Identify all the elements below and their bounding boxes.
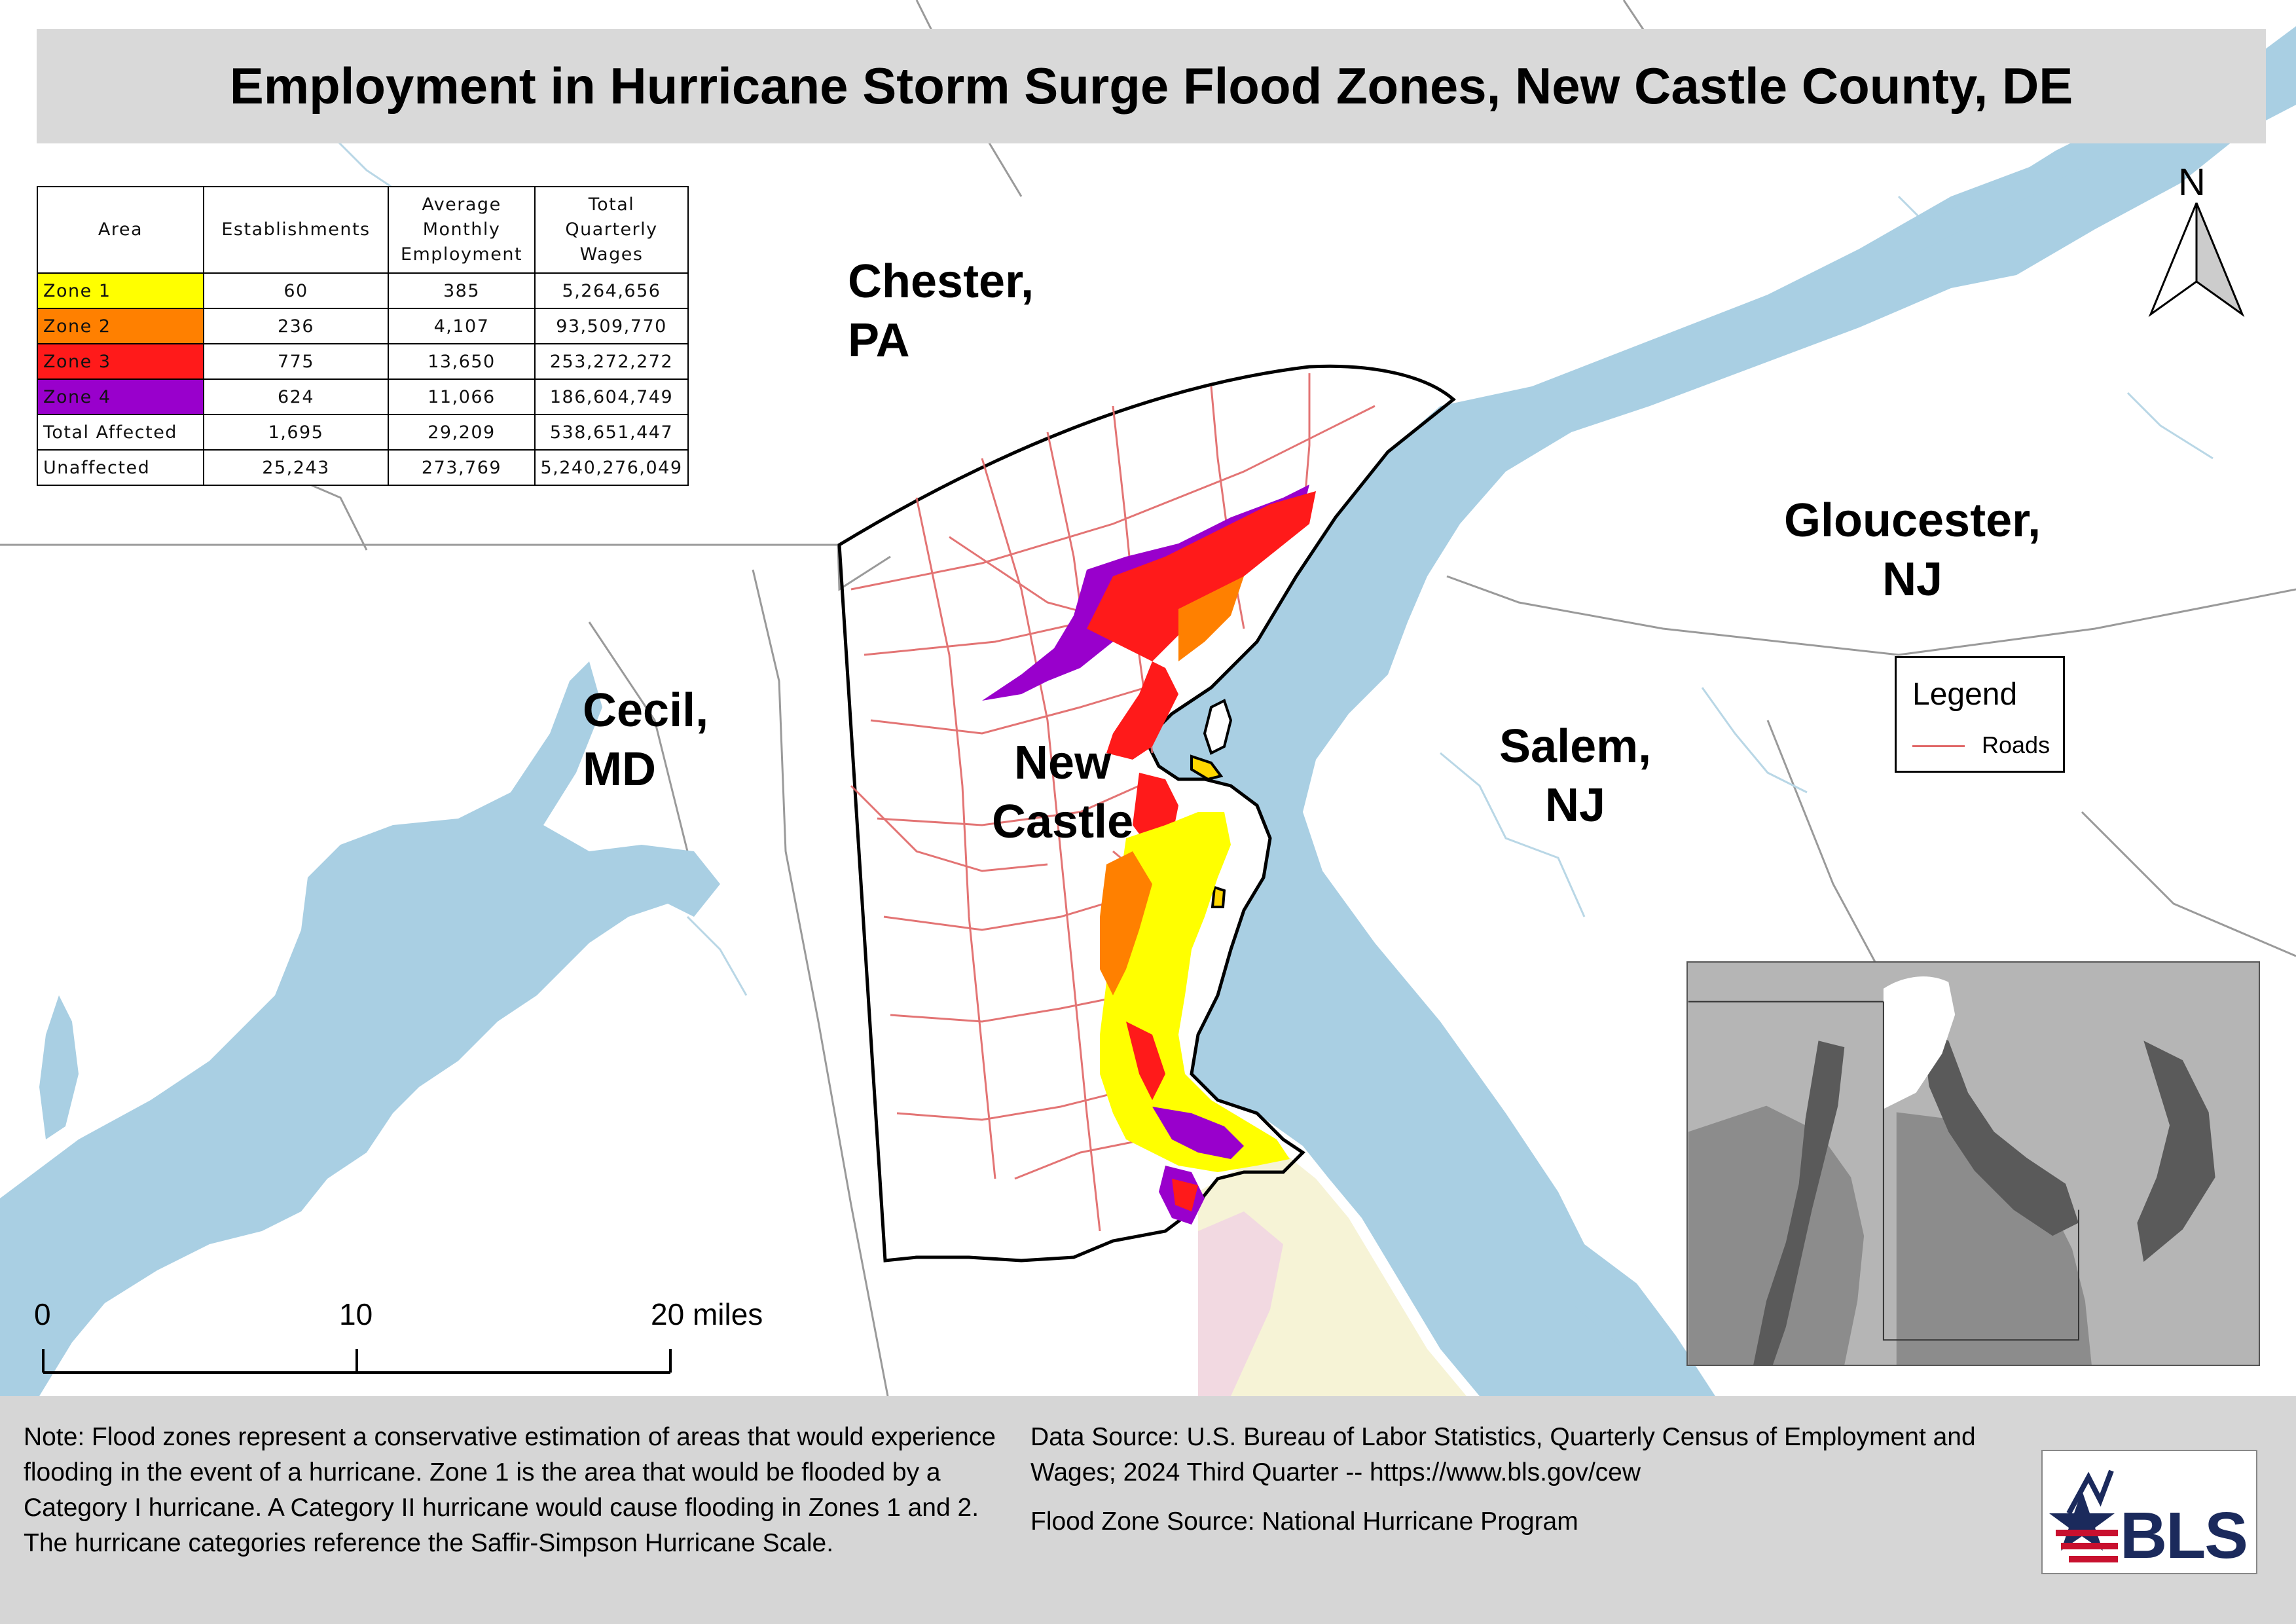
inset-nj-coast	[2137, 1041, 2215, 1263]
north-arrow-label: N	[2178, 161, 2206, 204]
employment-cell: 273,769	[388, 449, 536, 486]
footer-note: Note: Flood zones represent a conservati…	[24, 1423, 996, 1557]
north-arrow-icon	[2148, 202, 2245, 318]
label-cecil-md: Cecil, MD	[583, 684, 709, 796]
river-island-1	[1203, 699, 1233, 755]
employment-table: Area Establishments Average Monthly Empl…	[37, 186, 689, 486]
inset-locator-map	[1686, 961, 2260, 1366]
flood-zone-4-south	[1152, 1107, 1244, 1159]
river-inlet-west	[39, 995, 79, 1139]
header-establishments: Establishments	[203, 186, 389, 274]
wages-cell: 5,264,656	[534, 272, 689, 309]
zone-cell: Zone 4	[37, 378, 204, 415]
legend-roads-label: Roads	[1982, 731, 2050, 758]
title-banner: Employment in Hurricane Storm Surge Floo…	[37, 29, 2266, 143]
table-row: Unaffected 25,243 273,769 5,240,276,049	[37, 449, 689, 486]
map-legend: Legend Roads	[1895, 656, 2065, 773]
establishments-cell: 236	[203, 308, 389, 344]
inset-county-lines	[1688, 1001, 2079, 1341]
establishments-cell: 60	[203, 272, 389, 309]
scale-bar	[42, 1349, 672, 1374]
wages-cell: 5,240,276,049	[534, 449, 689, 486]
flood-zone-3-north	[1087, 491, 1316, 760]
employment-cell: 13,650	[388, 343, 536, 380]
establishments-cell: 624	[203, 378, 389, 415]
legend-roads-swatch	[1912, 745, 1965, 747]
label-gloucester-nj: Gloucester, NJ	[1784, 494, 2041, 606]
river-island-2	[1190, 754, 1224, 781]
flood-zones	[982, 485, 1316, 1225]
zone-cell: Zone 2	[37, 308, 204, 344]
inset-delmarva	[1896, 1112, 2092, 1365]
label-new-castle: New Castle	[992, 737, 1134, 848]
bls-logo: BLS	[2041, 1450, 2257, 1574]
flood-zone-3-tip	[1172, 1179, 1198, 1211]
establishments-cell: 25,243	[203, 449, 389, 486]
new-castle-county-boundary	[837, 364, 1456, 1263]
river-island-3	[1211, 885, 1226, 908]
table-row: Total Affected 1,695 29,209 538,651,447	[37, 414, 689, 451]
flood-zone-2-north	[1178, 576, 1244, 661]
wages-cell: 538,651,447	[534, 414, 689, 451]
zone-cell: Zone 3	[37, 343, 204, 380]
table-row: Zone 2 236 4,107 93,509,770	[37, 308, 689, 344]
logo-star-icon	[2049, 1490, 2115, 1551]
footer-flood-source: Flood Zone Source: National Hurricane Pr…	[1030, 1507, 1578, 1536]
table-row: Zone 3 775 13,650 253,272,272	[37, 343, 689, 380]
chesapeake-bay	[0, 661, 720, 1396]
table-header-row: Area Establishments Average Monthly Empl…	[37, 186, 689, 274]
river-north	[1853, 79, 2160, 262]
river-inlet-md	[1519, 1238, 1715, 1396]
header-area: Area	[37, 186, 204, 274]
logo-text: BLS	[2120, 1499, 2248, 1572]
label-salem-nj: Salem, NJ	[1499, 720, 1652, 832]
employment-cell: 29,209	[388, 414, 536, 451]
employment-cell: 4,107	[388, 308, 536, 344]
header-wages: Total Quarterly Wages	[534, 186, 689, 274]
scale-label-20: 20 miles	[651, 1297, 763, 1331]
delaware-river	[1146, 26, 2296, 1396]
flood-zone-3-south	[1126, 1022, 1165, 1100]
zone-cell: Total Affected	[37, 414, 204, 451]
label-chester-pa: Chester, PA	[848, 255, 1034, 367]
wages-cell: 186,604,749	[534, 378, 689, 415]
kent-county-faint-flood	[1198, 1153, 1467, 1396]
legend-title: Legend	[1912, 677, 2018, 712]
wages-cell: 93,509,770	[534, 308, 689, 344]
table-row: Zone 4 624 11,066 186,604,749	[37, 378, 689, 415]
employment-cell: 385	[388, 272, 536, 309]
scale-label-0: 0	[34, 1297, 51, 1331]
establishments-cell: 1,695	[203, 414, 389, 451]
map-title: Employment in Hurricane Storm Surge Floo…	[229, 57, 2073, 115]
establishments-cell: 775	[203, 343, 389, 380]
inset-new-castle-highlight	[1883, 976, 1956, 1109]
table-row: Zone 1 60 385 5,264,656	[37, 272, 689, 309]
wages-cell: 253,272,272	[534, 343, 689, 380]
kent-county-faint-flood-pink	[1198, 1211, 1283, 1396]
employment-cell: 11,066	[388, 378, 536, 415]
scale-label-10: 10	[339, 1297, 373, 1331]
inset-water	[1753, 1041, 1845, 1365]
footer-panel: Note: Flood zones represent a conservati…	[0, 1396, 2296, 1624]
zone-cell: Unaffected	[37, 449, 204, 486]
footer-data-source: Data Source: U.S. Bureau of Labor Statis…	[1030, 1423, 1976, 1486]
header-employment: Average Monthly Employment	[388, 186, 536, 274]
inset-delaware-bay	[1922, 1027, 2079, 1236]
flood-zone-2-south	[1100, 851, 1152, 995]
zone-cell: Zone 1	[37, 272, 204, 309]
